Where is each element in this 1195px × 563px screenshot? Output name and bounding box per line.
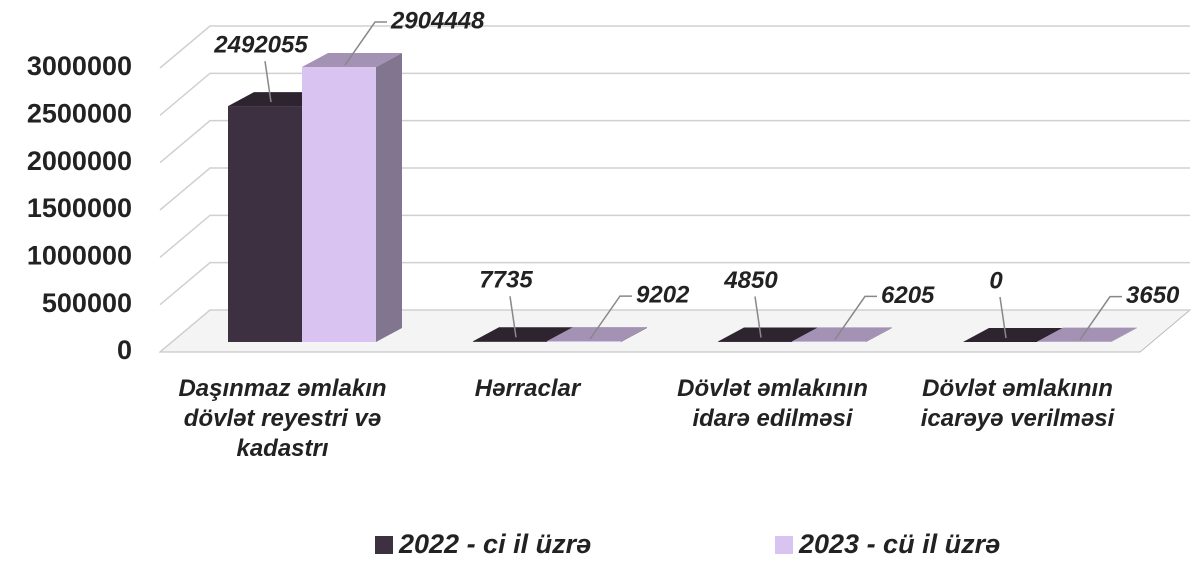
grid-line: [159, 309, 1190, 353]
leader-line: [344, 21, 387, 66]
x-tick-label: Dövlət əmlakının idarə edilməsi: [677, 375, 868, 432]
bar: [547, 327, 647, 342]
grid-line: [159, 214, 1190, 258]
bar-top: [963, 328, 1063, 342]
bar-top: [473, 327, 573, 342]
leader-line: [834, 295, 877, 340]
legend-swatch: [375, 536, 393, 554]
data-label: 2492055: [213, 31, 308, 58]
grid-line: [159, 25, 1190, 69]
bar-side: [376, 53, 402, 342]
legend-label: 2023 - cü il üzrə: [798, 529, 1000, 559]
y-tick-label: 0: [117, 335, 132, 365]
bar-side: [866, 327, 892, 342]
leader-line: [754, 296, 762, 338]
bar-top: [718, 327, 818, 342]
y-tick-label: 500000: [42, 288, 132, 318]
leader-line: [264, 60, 272, 103]
bar: [792, 327, 892, 342]
x-tick-label: Hərraclar: [474, 375, 581, 402]
grid-line: [159, 119, 1190, 164]
bar-front: [792, 341, 866, 342]
data-label: 4850: [723, 267, 778, 294]
grid-line: [159, 167, 1190, 211]
grid-line: [159, 72, 1190, 116]
bar-top: [547, 327, 647, 342]
bar-side: [621, 327, 647, 342]
y-tick-label: 3000000: [27, 51, 132, 81]
data-label: 3650: [1126, 282, 1180, 309]
bar-side: [1111, 327, 1137, 342]
bar-top: [1037, 327, 1137, 342]
bar: [963, 328, 1063, 342]
y-tick-label: 2000000: [27, 146, 132, 176]
bar-front: [473, 341, 547, 342]
bar-front: [302, 67, 376, 342]
bar-front: [228, 106, 302, 343]
y-tick-label: 1000000: [27, 240, 132, 270]
y-tick-label: 1500000: [27, 193, 132, 223]
y-tick-label: 2500000: [27, 98, 132, 128]
bar: [302, 53, 402, 342]
data-label: 9202: [636, 281, 690, 308]
leader-line: [509, 296, 517, 338]
bar-top: [302, 53, 402, 68]
x-tick-label: Daşınmaz əmlakın dövlət reyestri və kada…: [178, 375, 387, 462]
leader-line: [1079, 295, 1122, 341]
data-label: 2904448: [390, 7, 485, 34]
leader-line: [999, 296, 1007, 339]
legend-label: 2022 - ci il üzrə: [398, 529, 591, 559]
bar-top: [792, 327, 892, 342]
bar-front: [547, 341, 621, 342]
data-label: 6205: [881, 282, 935, 309]
leader-line: [589, 295, 632, 340]
x-tick-label: Dövlət əmlakının icarəyə verilməsi: [920, 375, 1115, 432]
bar: [1037, 327, 1137, 342]
grid-line: [159, 261, 1190, 306]
data-label: 7735: [479, 267, 533, 294]
data-label: 0: [989, 267, 1003, 294]
legend-swatch: [775, 536, 793, 554]
